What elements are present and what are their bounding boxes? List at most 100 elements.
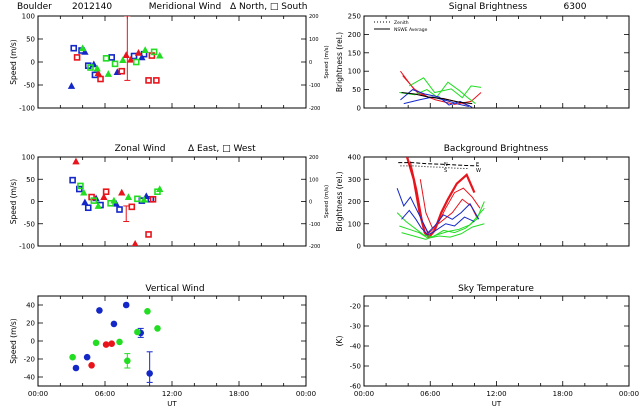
- meridional-point-triangle-red: [134, 48, 143, 56]
- meridional-y-axis-label: Speed (m/s): [9, 39, 18, 85]
- background-series-line-red: [406, 157, 476, 239]
- zonal-y2-tick-label: -200: [309, 244, 320, 250]
- signal-y-tick-label: 50: [352, 86, 361, 94]
- skytemp-plot-frame: [363, 295, 630, 387]
- signal-y-tick-label: 150: [348, 49, 361, 57]
- zonal-point-square-blue: [84, 204, 92, 212]
- meridional-point-triangle-red: [94, 69, 102, 76]
- vertical-point-circle-green: [92, 339, 100, 347]
- vertical-y-tick-label: 20: [26, 320, 35, 328]
- vertical-point-circle-green: [154, 325, 161, 332]
- vertical-point-circle-blue: [146, 370, 153, 377]
- meridional-y2-tick-label: 200: [309, 14, 319, 20]
- background-y-tick-label: 200: [348, 198, 361, 206]
- meridional-y2-tick-label: -200: [309, 106, 320, 112]
- zonal-y-tick-label: -100: [19, 243, 35, 251]
- background-y-tick-label: 100: [348, 220, 361, 228]
- meridional-plot-frame: [37, 15, 307, 109]
- vertical-point-circle-green: [134, 328, 141, 336]
- skytemp-x-tick-label: 18:00: [553, 390, 573, 398]
- vertical-x-tick-label: 00:00: [28, 390, 48, 398]
- background-direction-label: N: [444, 162, 448, 168]
- zonal-point-square-green: [77, 182, 84, 190]
- vertical-point-circle-red: [88, 362, 95, 369]
- background-title: Background Brightness: [444, 144, 549, 154]
- zonal-y-tick-label: -50: [24, 220, 35, 228]
- vertical-y-tick-label: 0: [31, 338, 35, 346]
- meridional-point-triangle-green: [78, 44, 87, 52]
- meridional-point-square-green: [102, 55, 110, 62]
- zonal-wind-panel: Zonal Wind Δ East, □ West -100 -50 0 50 100 S…: [9, 144, 330, 251]
- zonal-point-triangle-green: [110, 196, 118, 204]
- background-series-line-red: [419, 179, 479, 229]
- meridional-point-triangle-green: [156, 51, 164, 59]
- background-brightness-panel: Background Brightness 0 100 200 300 400 Brigh…: [335, 144, 630, 251]
- background-direction-label: E: [476, 162, 479, 168]
- meridional-y-tick-label: 50: [26, 36, 35, 44]
- skytemp-y-axis-label: (K): [335, 336, 344, 347]
- zonal-point-triangle-green: [156, 185, 164, 192]
- vertical-plot-frame: [37, 295, 307, 387]
- background-y-tick-label: 400: [348, 154, 361, 162]
- vertical-point-circle-green: [69, 353, 76, 361]
- meridional-y2-tick-label: 0: [309, 60, 312, 66]
- meridional-point-square-green: [111, 60, 119, 68]
- vertical-x-tick-label: 12:00: [162, 390, 182, 398]
- meridional-point-triangle-red: [127, 55, 135, 63]
- meridional-point-triangle-red: [122, 51, 130, 58]
- sky-temperature-panel: Sky Temperature 00:00 06:00 12:00 18:00 00:0…: [335, 284, 639, 408]
- vertical-wind-panel: Vertical Wind 00:00 06:00 12:00 18:00 00:00 U…: [9, 284, 316, 408]
- meridional-y2-tick-label: -100: [309, 83, 320, 89]
- signal-y-tick-label: 100: [348, 68, 361, 76]
- meridional-y-tick-label: -50: [24, 82, 35, 90]
- vertical-data-layer: [69, 301, 161, 383]
- date-label: 2012140: [72, 2, 112, 12]
- zonal-legend-text: Δ East, □ West: [188, 144, 256, 154]
- zonal-point-square-green: [134, 195, 141, 203]
- skytemp-y-tick-label: -30: [350, 323, 361, 331]
- zonal-point-triangle-green: [94, 202, 102, 209]
- meridional-point-square-green: [87, 64, 94, 71]
- skytemp-x-tick-label: 00:00: [619, 390, 639, 398]
- skytemp-y-tick-label: -60: [350, 383, 361, 391]
- vertical-x-tick-label: 06:00: [95, 390, 115, 398]
- vertical-point-circle-red: [102, 341, 110, 348]
- vertical-y-axis-label: Speed (m/s): [9, 318, 18, 364]
- vertical-point-circle-green: [144, 308, 151, 315]
- zonal-y-tick-label: 50: [26, 176, 35, 184]
- vertical-y-tick-label: -20: [24, 356, 35, 364]
- zonal-point-triangle-red: [72, 157, 80, 165]
- meridional-wind-panel: Boulder 2012140 Meridional Wind Δ North,…: [9, 2, 330, 113]
- vertical-point-circle-red: [108, 340, 115, 348]
- zonal-y-tick-label: 0: [31, 198, 35, 206]
- signal-brightness-panel: Signal Brightness 6300 0 50 100 150 200 250 Br…: [335, 2, 630, 113]
- skytemp-x-tick-label: 06:00: [420, 390, 440, 398]
- vertical-point-circle-blue: [110, 320, 118, 328]
- signal-data-layer: [399, 70, 482, 108]
- vertical-point-circle-green: [116, 338, 123, 346]
- zonal-point-triangle-red: [118, 188, 126, 196]
- background-y-tick-label: 300: [348, 176, 361, 184]
- vertical-x-axis-label: UT: [167, 400, 177, 408]
- zonal-point-triangle-green: [140, 195, 148, 203]
- meridional-point-triangle-blue: [81, 48, 89, 55]
- zonal-y2-tick-label: 0: [309, 200, 312, 206]
- meridional-point-triangle-blue: [67, 82, 76, 89]
- vertical-x-tick-label: 00:00: [296, 390, 316, 398]
- zonal-point-triangle-blue: [81, 198, 89, 206]
- zonal-point-square-green: [90, 197, 98, 204]
- site-label: Boulder: [17, 2, 52, 12]
- meridional-title: Meridional Wind: [149, 2, 221, 12]
- background-series-line-green: [399, 223, 485, 239]
- vertical-y-tick-label: -40: [24, 374, 35, 382]
- vertical-point-circle-blue: [83, 353, 91, 361]
- vertical-x-tick-label: 18:00: [229, 390, 249, 398]
- zonal-point-square-red: [102, 188, 110, 196]
- meridional-point-square-red: [73, 54, 81, 61]
- zonal-point-square-red: [128, 203, 136, 211]
- meridional-point-square-red: [97, 75, 104, 83]
- meridional-point-square-blue: [108, 54, 115, 61]
- skytemp-x-tick-label: 12:00: [486, 390, 506, 398]
- meridional-point-triangle-green: [93, 64, 101, 72]
